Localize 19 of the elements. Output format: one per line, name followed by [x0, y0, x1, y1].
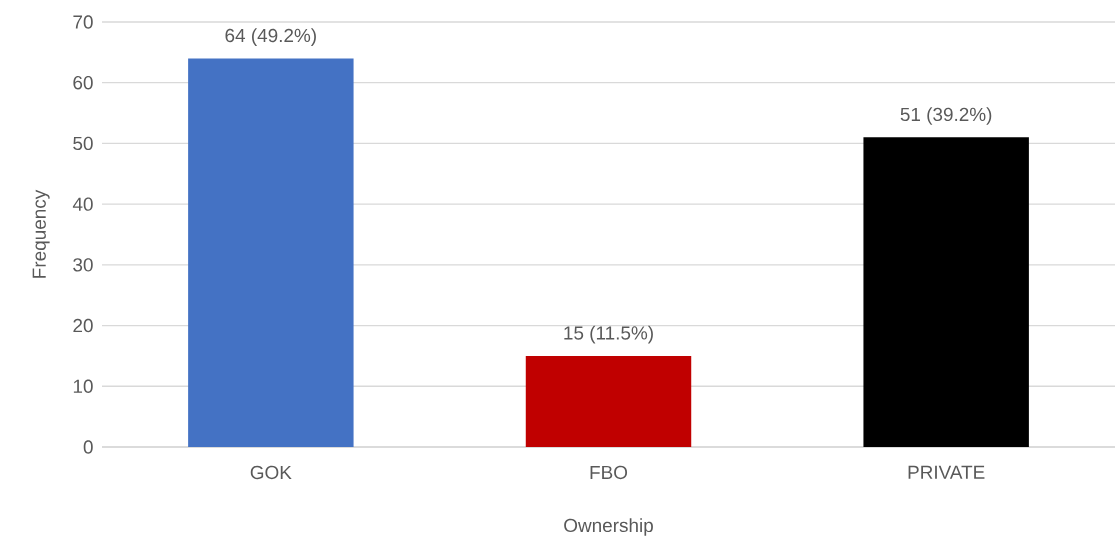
y-tick-label: 10 [73, 379, 93, 393]
bar [188, 58, 354, 447]
y-tick-label: 60 [73, 76, 93, 90]
x-tick-label: FBO [590, 465, 628, 480]
bar [525, 355, 692, 447]
data-label: 64 (49.2%) [225, 28, 316, 46]
y-tick-label: 50 [73, 136, 93, 151]
data-label: 51 (39.2%) [900, 107, 992, 125]
x-tick-label: GOK [250, 465, 292, 480]
x-tick-label: PRIVATE [908, 465, 985, 479]
y-tick-label: 70 [73, 15, 93, 29]
y-tick-label: 30 [73, 258, 93, 272]
y-tick-label: 40 [72, 197, 93, 211]
data-label: 15 (11.5%) [564, 325, 653, 344]
y-tick-label: 0 [83, 440, 93, 454]
x-axis-title: Ownership [564, 518, 653, 536]
bar [863, 137, 1029, 447]
y-tick-label: 20 [73, 318, 93, 333]
y-axis-title: Frequency [32, 189, 50, 278]
